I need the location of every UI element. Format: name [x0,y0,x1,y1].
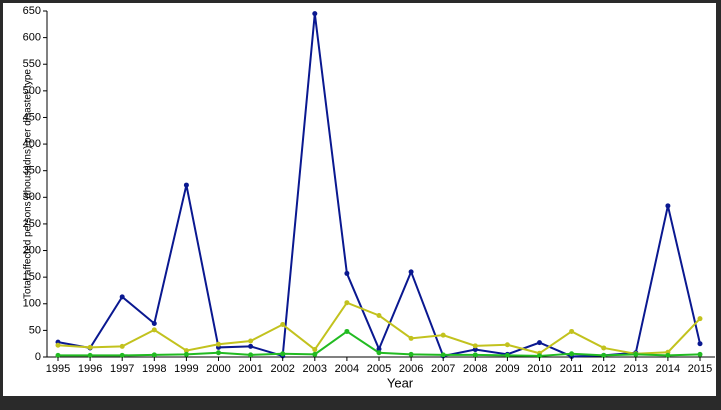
data-point [151,352,157,358]
data-point [440,332,446,338]
y-tick-label: 0 [35,351,41,363]
x-tick-label: 2010 [527,363,551,375]
x-tick-label: 2000 [206,363,230,375]
data-point [280,322,286,328]
data-point [408,351,414,357]
data-point [119,294,125,300]
data-point [280,351,286,357]
data-point [151,327,157,333]
y-tick-label: 50 [29,324,41,336]
y-tick-label: 100 [23,298,41,310]
y-tick-label: 650 [23,5,41,17]
x-tick-label: 2014 [656,363,680,375]
data-point [601,352,607,358]
data-point [344,328,350,334]
data-point [87,344,93,350]
data-point [601,345,607,351]
data-point [55,342,61,348]
data-point [183,182,189,188]
data-point [248,338,254,344]
x-tick-label: 2009 [495,363,519,375]
data-point [344,300,350,306]
data-point [376,350,382,356]
data-point [472,352,478,358]
data-point [151,320,157,326]
plot-area [55,11,703,359]
x-tick-label: 1998 [142,363,166,375]
data-point [408,269,414,275]
x-tick-label: 1997 [110,363,134,375]
y-tick-label: 400 [23,138,41,150]
data-point [183,351,189,357]
y-tick-label: 250 [23,218,41,230]
y-tick-label: 300 [23,191,41,203]
y-tick-label: 350 [23,165,41,177]
data-point [216,350,221,356]
data-point [537,353,542,359]
data-point [87,352,93,358]
data-point [504,352,510,358]
data-point [472,347,478,353]
data-point [472,343,478,349]
data-point [665,203,671,209]
y-tick-label: 550 [23,58,41,70]
data-point [216,341,221,347]
data-point [537,340,542,346]
x-tick-label: 2008 [463,363,487,375]
data-point [183,348,189,354]
data-point [408,335,414,341]
data-point [697,351,703,357]
y-tick-label: 200 [23,244,41,256]
data-point [119,352,125,358]
data-point [248,343,254,349]
data-point [665,352,671,358]
x-axis-label: Year [387,375,414,390]
x-tick-label: 2013 [624,363,648,375]
x-tick-label: 2015 [688,363,712,375]
chart-background [3,3,716,396]
data-point [119,343,125,349]
y-tick-label: 150 [23,271,41,283]
data-point [248,352,254,358]
data-point [312,347,318,353]
y-tick-label: 450 [23,111,41,123]
x-tick-label: 2002 [270,363,294,375]
data-point [697,341,703,347]
x-tick-label: 2004 [335,363,359,375]
x-tick-label: 2007 [431,363,455,375]
data-point [376,346,382,352]
data-point [569,328,575,334]
x-tick-label: 2003 [303,363,327,375]
x-tick-label: 1995 [46,363,70,375]
data-point [440,352,446,358]
x-tick-label: 2006 [399,363,423,375]
x-tick-label: 1999 [174,363,198,375]
data-point [312,351,318,357]
data-point [633,351,639,357]
data-point [569,351,575,357]
y-tick-label: 600 [23,32,41,44]
data-point [344,270,350,276]
data-point [504,342,510,348]
x-tick-label: 1996 [78,363,102,375]
x-tick-label: 2005 [367,363,391,375]
y-axis-label: Total affected persons (thousadns) per d… [23,69,34,299]
x-tick-label: 2001 [238,363,262,375]
x-tick-label: 2012 [591,363,615,375]
data-point [697,316,703,322]
x-tick-label: 2011 [560,363,584,375]
data-point [376,312,382,318]
data-point [312,11,318,17]
y-tick-label: 500 [23,85,41,97]
data-point [55,352,61,358]
